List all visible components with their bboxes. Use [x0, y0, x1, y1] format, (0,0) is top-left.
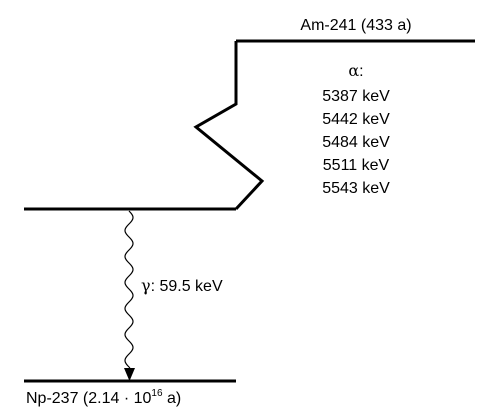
alpha-energy-5: 5543 keV — [322, 180, 390, 197]
alpha-colon: : — [359, 63, 363, 80]
gamma-transition-wave — [124, 210, 134, 369]
alpha-heading: α: — [348, 61, 363, 80]
alpha-energy-3: 5484 keV — [322, 134, 390, 151]
daughter-nuclide-label: Np-237 (2.14 · 1016 a) — [26, 388, 181, 407]
gamma-label: γ: 59.5 keV — [141, 276, 223, 295]
alpha-energy-4: 5511 keV — [323, 157, 390, 174]
alpha-energy-2: 5442 keV — [322, 111, 390, 128]
daughter-half-life-exponent: 16 — [151, 388, 163, 399]
parent-nuclide-label: Am-241 (433 a) — [300, 17, 411, 34]
alpha-energy-1: 5387 keV — [322, 88, 390, 105]
gamma-energy: : 59.5 keV — [151, 278, 223, 295]
gamma-arrowhead — [124, 368, 135, 381]
daughter-label-prefix: Np-237 (2.14 · 10 — [26, 390, 152, 407]
daughter-label-suffix: a) — [163, 390, 182, 407]
gamma-symbol: γ — [141, 276, 151, 295]
alpha-decay-path — [193, 41, 265, 211]
alpha-symbol: α — [348, 61, 359, 80]
